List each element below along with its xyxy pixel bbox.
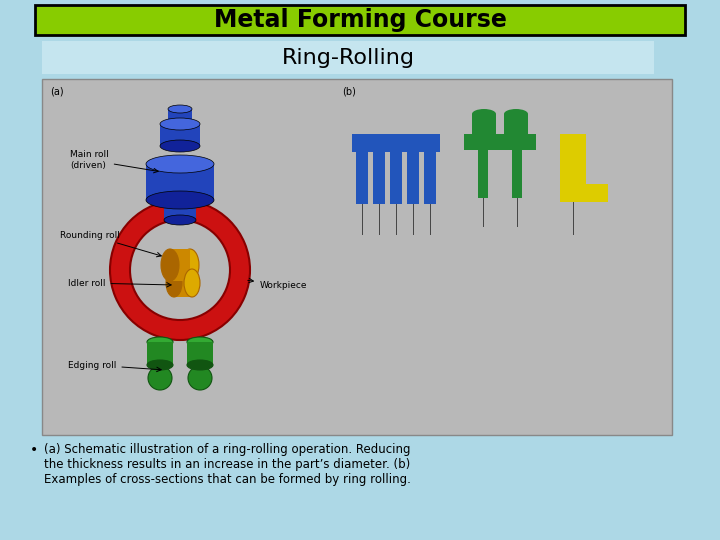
Bar <box>472 114 496 134</box>
Ellipse shape <box>187 337 213 347</box>
Ellipse shape <box>160 140 200 152</box>
Text: Rounding roll: Rounding roll <box>60 231 161 257</box>
Bar <box>164 198 196 220</box>
Bar <box>373 152 385 204</box>
Bar <box>464 134 536 150</box>
Bar <box>146 164 214 200</box>
Bar <box>560 134 586 202</box>
Bar <box>504 114 528 134</box>
Ellipse shape <box>148 366 172 390</box>
Text: the thickness results in an increase in the part’s diameter. (b): the thickness results in an increase in … <box>44 458 410 471</box>
Text: •: • <box>30 443 38 457</box>
Bar <box>147 342 173 365</box>
Ellipse shape <box>504 109 528 119</box>
Ellipse shape <box>181 249 199 281</box>
Ellipse shape <box>147 337 173 347</box>
Bar <box>42 79 672 435</box>
Bar <box>407 152 419 204</box>
Ellipse shape <box>166 269 182 297</box>
Bar <box>160 124 200 146</box>
Text: (a): (a) <box>50 87 63 97</box>
Ellipse shape <box>146 191 214 209</box>
Text: (a) Schematic illustration of a ring-rolling operation. Reducing: (a) Schematic illustration of a ring-rol… <box>44 443 410 456</box>
Text: Examples of cross-sections that can be formed by ring rolling.: Examples of cross-sections that can be f… <box>44 473 411 486</box>
Bar <box>168 109 192 124</box>
Bar <box>478 150 488 198</box>
Ellipse shape <box>168 105 192 113</box>
Text: Edging roll: Edging roll <box>68 361 161 372</box>
Text: Ring-Rolling: Ring-Rolling <box>282 48 415 68</box>
Ellipse shape <box>187 360 213 370</box>
Bar <box>35 5 685 35</box>
Text: Metal Forming Course: Metal Forming Course <box>214 8 506 32</box>
Ellipse shape <box>146 155 214 173</box>
Bar <box>390 152 402 204</box>
Ellipse shape <box>160 118 200 130</box>
Bar <box>424 152 436 204</box>
Bar <box>174 269 192 297</box>
Bar <box>356 152 368 204</box>
Bar <box>586 184 608 202</box>
Text: Main roll
(driven): Main roll (driven) <box>70 150 158 173</box>
Wedge shape <box>110 200 250 340</box>
Ellipse shape <box>164 215 196 225</box>
Ellipse shape <box>161 249 179 281</box>
Bar <box>42 41 654 74</box>
Text: Workpiece: Workpiece <box>248 278 307 289</box>
Bar <box>512 150 522 198</box>
Bar <box>187 342 213 365</box>
Ellipse shape <box>147 360 173 370</box>
Text: (b): (b) <box>342 87 356 97</box>
Bar <box>560 184 608 202</box>
Bar <box>352 134 440 152</box>
Ellipse shape <box>184 269 200 297</box>
Text: Idler roll: Idler roll <box>68 279 171 287</box>
Bar <box>170 249 190 281</box>
Ellipse shape <box>188 366 212 390</box>
Ellipse shape <box>472 109 496 119</box>
